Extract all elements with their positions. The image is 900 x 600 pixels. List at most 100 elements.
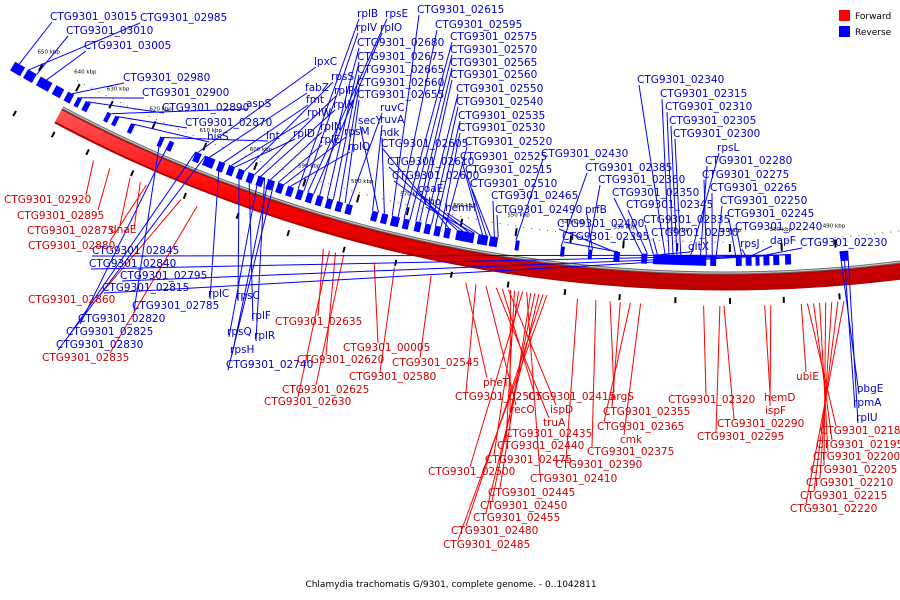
gene-label[interactable]: coaE bbox=[418, 183, 443, 195]
gene-label[interactable]: CTG9301_02450 bbox=[480, 500, 567, 512]
gene-label[interactable]: CTG9301_02830 bbox=[56, 339, 143, 351]
gene-label[interactable]: rplV bbox=[356, 22, 378, 34]
gene-label[interactable]: CTG9301_02205 bbox=[810, 464, 897, 476]
gene-label[interactable]: CTG9301_02835 bbox=[42, 352, 129, 364]
gene-label[interactable]: CTG9301_02345 bbox=[626, 199, 713, 211]
gene-label[interactable]: CTG9301_02655 bbox=[357, 89, 444, 101]
gene-label[interactable]: CTG9301_02240 bbox=[735, 221, 822, 233]
gene-label[interactable]: CTG9301_02410 bbox=[530, 473, 617, 485]
gene-label[interactable]: CTG9301_02630 bbox=[264, 396, 351, 408]
gene-label[interactable]: CTG9301_02245 bbox=[727, 208, 814, 220]
gene-label[interactable]: CTG9301_02430 bbox=[541, 148, 628, 160]
gene-label[interactable]: CTG9301_02665 bbox=[357, 64, 444, 76]
gene-label[interactable]: CTG9301_02520 bbox=[465, 136, 552, 148]
gene-label[interactable]: CTG9301_02440 bbox=[497, 440, 584, 452]
gene-label[interactable]: ubiE bbox=[796, 371, 819, 383]
gene-label[interactable]: rplO bbox=[380, 22, 402, 34]
gene-label[interactable]: CTG9301_02825 bbox=[66, 326, 153, 338]
gene-label[interactable]: CTG9301_02680 bbox=[357, 37, 444, 49]
gene-label[interactable]: rpsQ bbox=[227, 326, 252, 338]
gene-label[interactable]: CTG9301_03010 bbox=[66, 25, 153, 37]
gene-label[interactable]: rplU bbox=[856, 412, 878, 424]
gene-label[interactable]: CTG9301_02220 bbox=[790, 503, 877, 515]
gene-label[interactable]: CTG9301_02455 bbox=[473, 512, 560, 524]
gene-label[interactable]: CTG9301_02660 bbox=[357, 77, 444, 89]
gene-label[interactable]: CTG9301_02330 bbox=[651, 227, 738, 239]
gene-label[interactable]: CTG9301_02395 bbox=[562, 231, 649, 243]
gene-label[interactable]: CTG9301_02540 bbox=[456, 96, 543, 108]
gene-label[interactable]: CTG9301_02580 bbox=[349, 371, 436, 383]
gene-label[interactable]: CTG9301_02275 bbox=[702, 169, 789, 181]
gene-label[interactable]: CTG9301_02365 bbox=[597, 421, 684, 433]
gene-label[interactable]: rplC bbox=[208, 288, 229, 300]
gene-label[interactable]: recO bbox=[510, 404, 535, 416]
gene-label[interactable]: rplN bbox=[320, 121, 342, 133]
gene-label[interactable]: argS bbox=[610, 391, 634, 403]
gene-label[interactable]: gltX bbox=[688, 241, 709, 253]
gene-label[interactable]: rpsC bbox=[236, 290, 260, 302]
gene-label[interactable]: lnt bbox=[266, 130, 280, 142]
gene-label[interactable]: rpsE bbox=[385, 8, 408, 20]
gene-label[interactable]: CTG9301_02335 bbox=[643, 214, 730, 226]
gene-label[interactable]: CTG9301_02600 bbox=[392, 170, 479, 182]
gene-label[interactable]: CTG9301_02560 bbox=[450, 69, 537, 81]
gene-label[interactable]: CTG9301_02355 bbox=[603, 406, 690, 418]
gene-label[interactable]: prfB bbox=[585, 204, 607, 216]
gene-label[interactable]: CTG9301_02840 bbox=[89, 258, 176, 270]
gene-label[interactable]: fabZ bbox=[305, 82, 329, 94]
gene-label[interactable]: CTG9301_02860 bbox=[28, 294, 115, 306]
gene-label[interactable]: CTG9301_02360 bbox=[598, 174, 685, 186]
gene-label[interactable]: rplR bbox=[254, 330, 275, 342]
gene-label[interactable]: rplX bbox=[333, 99, 354, 111]
gene-label[interactable]: rpsM bbox=[344, 126, 370, 138]
gene-label[interactable]: CTG9301_02230 bbox=[800, 237, 887, 249]
gene-label[interactable]: CTG9301_02385 bbox=[585, 162, 672, 174]
gene-label[interactable]: CTG9301_02475 bbox=[485, 454, 572, 466]
gene-label[interactable]: rplB bbox=[357, 8, 378, 20]
gene-label[interactable]: CTG9301_02620 bbox=[297, 354, 384, 366]
gene-label[interactable]: CTG9301_02435 bbox=[505, 428, 592, 440]
gene-label[interactable]: CTG9301_02510 bbox=[470, 178, 557, 190]
gene-label[interactable]: rplQ bbox=[348, 141, 370, 153]
gene-label[interactable]: CTG9301_02185 bbox=[820, 425, 900, 437]
gene-label[interactable]: CTG9301_02530 bbox=[458, 122, 545, 134]
gene-label[interactable]: CTG9301_02485 bbox=[443, 539, 530, 551]
gene-label[interactable]: rplF bbox=[251, 310, 271, 322]
gene-label[interactable]: CTG9301_02295 bbox=[697, 431, 784, 443]
gene-label[interactable]: lpxC bbox=[314, 56, 337, 68]
gene-label[interactable]: CTG9301_03015 bbox=[50, 11, 137, 23]
gene-label[interactable]: cmk bbox=[620, 434, 643, 446]
gene-label[interactable]: CTG9301_02480 bbox=[451, 525, 538, 537]
gene-label[interactable]: CTG9301_02320 bbox=[668, 394, 755, 406]
gene-label[interactable]: CTG9301_02200 bbox=[813, 451, 900, 463]
gene-label[interactable]: CTG9301_02795 bbox=[120, 270, 207, 282]
gene-label[interactable]: CTG9301_02895 bbox=[17, 210, 104, 222]
gene-label[interactable]: aspS bbox=[246, 98, 272, 110]
gene-label[interactable]: obgE bbox=[857, 383, 883, 395]
gene-label[interactable]: hemH bbox=[445, 202, 476, 214]
gene-label[interactable]: CTG9301_02310 bbox=[665, 101, 752, 113]
gene-label[interactable]: CTG9301_02535 bbox=[458, 110, 545, 122]
gene-label[interactable]: rho bbox=[424, 196, 441, 208]
gene-label[interactable]: rplE bbox=[320, 134, 341, 146]
gene-label[interactable]: CTG9301_02290 bbox=[717, 418, 804, 430]
gene-label[interactable]: CTG9301_02595 bbox=[435, 19, 522, 31]
gene-label[interactable]: CTG9301_02265 bbox=[710, 182, 797, 194]
gene-label[interactable]: ispF bbox=[765, 405, 786, 417]
gene-label[interactable]: CTG9301_02740 bbox=[226, 359, 313, 371]
gene-label[interactable]: fmt bbox=[306, 94, 324, 106]
gene-label[interactable]: CTG9301_02575 bbox=[450, 31, 537, 43]
gene-label[interactable]: CTG9301_02900 bbox=[142, 87, 229, 99]
gene-label[interactable]: dapF bbox=[770, 235, 796, 247]
gene-label[interactable]: CTG9301_02490 bbox=[495, 204, 582, 216]
gene-label[interactable]: CTG9301_02400 bbox=[557, 218, 644, 230]
gene-label[interactable]: hisS bbox=[207, 131, 229, 143]
gene-label[interactable]: ruvC bbox=[380, 102, 405, 114]
gene-label[interactable]: rpsH bbox=[230, 344, 254, 356]
gene-label[interactable]: rpmA bbox=[853, 397, 882, 409]
gene-label[interactable]: rplW bbox=[307, 107, 332, 119]
gene-label[interactable]: CTG9301_02985 bbox=[140, 12, 227, 24]
gene-label[interactable]: rplD bbox=[293, 128, 315, 140]
gene-label[interactable]: rpsL bbox=[717, 142, 739, 154]
gene-label[interactable]: CTG9301_02845 bbox=[92, 245, 179, 257]
